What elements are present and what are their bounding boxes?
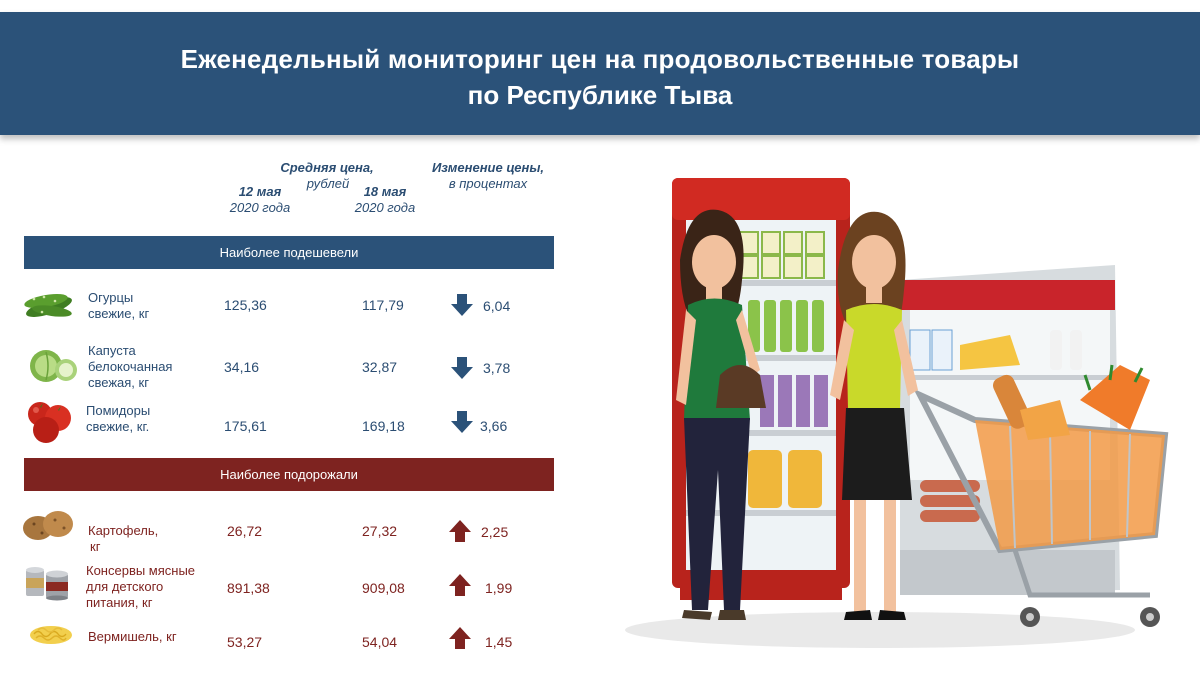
arrow-up-icon bbox=[449, 520, 471, 542]
price-18-may: 54,04 bbox=[362, 634, 398, 650]
tomato-icon bbox=[28, 402, 71, 443]
item-name-line1: Консервы мясные bbox=[86, 563, 196, 578]
arrow-down-icon bbox=[451, 411, 473, 433]
item-name-line2: свежие, кг. bbox=[86, 419, 150, 434]
price-change: 1,45 bbox=[485, 634, 513, 650]
price-12-may: 175,61 bbox=[224, 418, 267, 434]
item-name: Картофель, кг bbox=[88, 523, 158, 555]
price-18-may: 909,08 bbox=[362, 580, 405, 596]
item-name-line1: Помидоры bbox=[86, 403, 151, 418]
arrow-up-icon bbox=[449, 574, 471, 596]
price-18-may: 27,32 bbox=[362, 523, 398, 539]
date2-header: 18 мая bbox=[345, 184, 425, 199]
price-12-may: 26,72 bbox=[227, 523, 263, 539]
woman-yellow-shirt bbox=[830, 211, 918, 620]
price-12-may: 34,16 bbox=[224, 359, 260, 375]
change-label: Изменение цены, bbox=[431, 160, 545, 175]
item-name-line3: свежая, кг bbox=[88, 375, 149, 390]
potato-icon bbox=[23, 511, 73, 540]
page-title-line2: по Республике Тыва bbox=[467, 80, 733, 110]
date2-year: 2020 года bbox=[354, 200, 416, 215]
item-name: Помидоры свежие, кг. bbox=[86, 403, 150, 435]
price-change: 3,66 bbox=[480, 418, 508, 434]
price-18-may: 117,79 bbox=[362, 297, 404, 313]
pricier-section-band: Наиболее подорожали bbox=[24, 458, 554, 491]
item-name-line2: белокочанная bbox=[88, 359, 173, 374]
woman-green-shirt bbox=[676, 209, 766, 620]
avg-price-header: Средняя цена, bbox=[262, 160, 392, 175]
price-12-may: 53,27 bbox=[227, 634, 263, 650]
item-name: Вермишель, кг bbox=[88, 629, 177, 645]
shopping-cart bbox=[913, 364, 1169, 627]
page-title-line1: Еженедельный мониторинг цен на продоволь… bbox=[180, 44, 1020, 74]
price-12-may: 125,36 bbox=[224, 297, 267, 313]
change-header: Изменение цены, bbox=[425, 160, 551, 175]
date1-header: 12 мая bbox=[220, 184, 300, 199]
price-18-may: 32,87 bbox=[362, 359, 398, 375]
date1-year: 2020 года bbox=[229, 200, 291, 215]
price-change: 6,04 bbox=[483, 298, 511, 314]
shopping-illustration bbox=[625, 178, 1169, 648]
item-name: Консервы мясные для детского питания, кг bbox=[86, 563, 195, 611]
item-name-line1: Огурцы bbox=[88, 290, 134, 305]
price-12-may: 891,38 bbox=[227, 580, 270, 596]
date2-label: 18 мая bbox=[363, 184, 407, 199]
canned-food-icon bbox=[26, 567, 68, 601]
item-name-line1: Картофель, bbox=[88, 523, 159, 538]
item-name-line2: кг bbox=[90, 539, 101, 554]
arrow-down-icon bbox=[451, 357, 473, 379]
item-name-line1: Вермишель, кг bbox=[88, 629, 177, 644]
price-18-may: 169,18 bbox=[362, 418, 405, 434]
cabbage-icon bbox=[30, 350, 77, 382]
avg-price-unit: рублей bbox=[306, 176, 350, 191]
avg-price-header-line1: Средняя цена, bbox=[280, 160, 374, 175]
arrow-down-icon bbox=[451, 294, 473, 316]
price-change: 1,99 bbox=[485, 580, 513, 596]
cheaper-section-band: Наиболее подешевели bbox=[24, 236, 554, 269]
change-unit: в процентах bbox=[448, 176, 528, 191]
arrow-up-icon bbox=[449, 627, 471, 649]
item-name-line2: свежие, кг bbox=[88, 306, 150, 321]
header-banner: Еженедельный мониторинг цен на продоволь… bbox=[0, 12, 1200, 135]
price-change: 3,78 bbox=[483, 360, 511, 376]
item-name-line2: для детского bbox=[86, 579, 164, 594]
item-name: Капуста белокочанная свежая, кг bbox=[88, 343, 172, 391]
vermicelli-icon bbox=[30, 626, 72, 644]
item-name: Огурцы свежие, кг bbox=[88, 290, 149, 322]
price-change: 2,25 bbox=[481, 524, 509, 540]
date1-label: 12 мая bbox=[238, 184, 282, 199]
item-name-line1: Капуста bbox=[88, 343, 136, 358]
item-name-line3: питания, кг bbox=[86, 595, 153, 610]
cucumber-icon bbox=[24, 293, 72, 317]
